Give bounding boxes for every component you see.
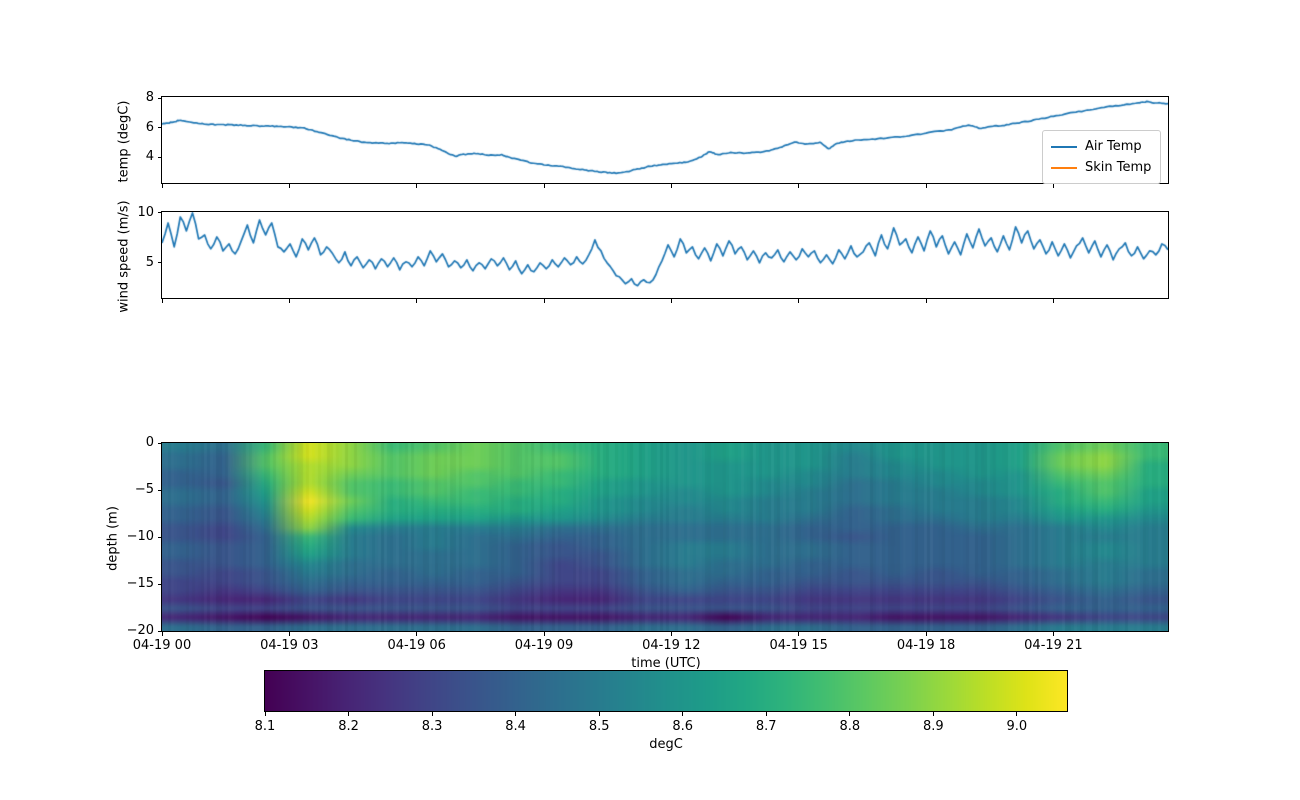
air-temp-axes: Air Temp Skin Temp bbox=[161, 96, 1169, 184]
wind-speed-timeseries-ytick-label: 5 bbox=[145, 254, 154, 270]
tick-mark bbox=[925, 184, 927, 188]
tick-mark bbox=[543, 299, 545, 303]
time-xtick-label: 04-19 03 bbox=[260, 638, 319, 653]
air-temperature-timeseries-ytick-label: 4 bbox=[145, 149, 154, 165]
tick-mark bbox=[264, 712, 266, 716]
tick-mark bbox=[798, 299, 800, 303]
air-temp-line-sample bbox=[1051, 145, 1077, 148]
depth-heatmap-axes bbox=[161, 442, 1169, 632]
colorbar-canvas bbox=[265, 671, 1067, 711]
time-axis-xlabel: time (UTC) bbox=[631, 656, 701, 671]
time-xtick-label: 04-19 06 bbox=[387, 638, 446, 653]
air-temperature-timeseries-ytick-label: 8 bbox=[145, 90, 154, 106]
tick-mark bbox=[158, 212, 162, 214]
tick-mark bbox=[416, 184, 418, 188]
tick-mark bbox=[158, 156, 162, 158]
tick-mark bbox=[288, 632, 290, 636]
skin-temp-line-sample bbox=[1051, 166, 1077, 169]
colorbar-tick-label: 8.6 bbox=[672, 719, 694, 734]
tick-mark bbox=[161, 632, 163, 636]
tick-mark bbox=[288, 299, 290, 303]
colorbar-tick-label: 8.5 bbox=[588, 719, 610, 734]
depth-ytick-label: −10 bbox=[126, 529, 154, 544]
depth-ytick-label: −15 bbox=[126, 576, 154, 591]
tick-mark bbox=[416, 632, 418, 636]
tick-mark bbox=[158, 630, 162, 632]
tick-mark bbox=[161, 184, 163, 188]
tick-mark bbox=[670, 299, 672, 303]
tick-mark bbox=[670, 632, 672, 636]
tick-mark bbox=[158, 536, 162, 538]
colorbar-tick-label: 8.2 bbox=[338, 719, 359, 734]
legend-entry-air-temp: Air Temp bbox=[1051, 136, 1151, 157]
wind-speed-axes bbox=[161, 211, 1169, 299]
tick-mark bbox=[1016, 712, 1018, 716]
tick-mark bbox=[158, 262, 162, 264]
tick-mark bbox=[515, 712, 517, 716]
tick-mark bbox=[798, 184, 800, 188]
time-xtick-label: 04-19 00 bbox=[132, 638, 192, 653]
tick-mark bbox=[543, 632, 545, 636]
time-xtick-label: 04-19 21 bbox=[1024, 638, 1083, 653]
wind-speed-plot-canvas bbox=[162, 212, 1168, 298]
depth-ytick-label: 0 bbox=[145, 435, 154, 450]
tick-mark bbox=[288, 184, 290, 188]
legend: Air Temp Skin Temp bbox=[1042, 130, 1162, 184]
tick-mark bbox=[158, 583, 162, 585]
colorbar-tick-label: 8.7 bbox=[755, 719, 777, 734]
tick-mark bbox=[158, 127, 162, 129]
depth-ytick-label: −5 bbox=[134, 482, 154, 497]
time-xtick-label: 04-19 09 bbox=[514, 638, 574, 653]
colorbar-axes bbox=[264, 670, 1068, 712]
legend-label-air-temp: Air Temp bbox=[1085, 139, 1142, 154]
tick-mark bbox=[670, 184, 672, 188]
wind-axis-ylabel: wind speed (m/s) bbox=[116, 200, 132, 313]
tick-mark bbox=[598, 712, 600, 716]
tick-mark bbox=[158, 442, 162, 444]
tick-mark bbox=[932, 712, 934, 716]
tick-mark bbox=[1052, 184, 1054, 188]
colorbar-tick-label: 8.4 bbox=[505, 719, 526, 734]
colorbar-tick-label: 8.3 bbox=[421, 719, 443, 734]
colorbar-tick-label: 9.0 bbox=[1006, 719, 1028, 734]
tick-mark bbox=[431, 712, 433, 716]
time-xtick-label: 04-19 18 bbox=[896, 638, 956, 653]
depth-ytick-label: −20 bbox=[126, 623, 154, 638]
legend-entry-skin-temp: Skin Temp bbox=[1051, 157, 1151, 178]
tick-mark bbox=[543, 184, 545, 188]
colorbar-label: degC bbox=[649, 737, 683, 752]
tick-mark bbox=[158, 489, 162, 491]
tick-mark bbox=[1052, 299, 1054, 303]
time-xtick-label: 04-19 12 bbox=[642, 638, 701, 653]
time-xtick-label: 04-19 15 bbox=[769, 638, 828, 653]
colorbar-tick-label: 8.1 bbox=[254, 719, 276, 734]
tick-mark bbox=[161, 299, 163, 303]
tick-mark bbox=[158, 97, 162, 99]
tick-mark bbox=[798, 632, 800, 636]
depth-temperature-heatmap-canvas bbox=[162, 443, 1168, 631]
tick-mark bbox=[1052, 632, 1054, 636]
tick-mark bbox=[348, 712, 350, 716]
tick-mark bbox=[925, 299, 927, 303]
tick-mark bbox=[416, 299, 418, 303]
tick-mark bbox=[682, 712, 684, 716]
tick-mark bbox=[849, 712, 851, 716]
colorbar-tick-label: 8.9 bbox=[922, 719, 944, 734]
colorbar-tick-label: 8.8 bbox=[839, 719, 861, 734]
legend-label-skin-temp: Skin Temp bbox=[1085, 160, 1152, 175]
air-temperature-timeseries-ytick-label: 6 bbox=[145, 119, 154, 135]
wind-speed-timeseries-ytick-label: 10 bbox=[137, 204, 154, 220]
tick-mark bbox=[765, 712, 767, 716]
air-temp-plot-canvas bbox=[162, 97, 1168, 183]
tick-mark bbox=[925, 632, 927, 636]
